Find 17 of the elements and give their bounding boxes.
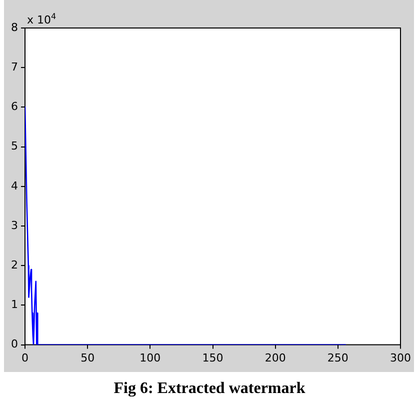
y-tick-label: 6 <box>11 100 18 114</box>
y-tick-label: 5 <box>11 140 18 153</box>
x-tick-label: 200 <box>264 351 286 364</box>
x-tick-label: 250 <box>327 351 348 364</box>
x-tick-label: 0 <box>22 351 28 364</box>
y-tick-label: 1 <box>11 298 18 312</box>
y-tick-label: 2 <box>11 258 18 272</box>
x-tick-label: 100 <box>140 351 161 364</box>
y-tick-label: 7 <box>11 60 18 74</box>
x-tick-label: 150 <box>202 351 224 364</box>
text: Fig 6: Extracted watermark <box>112 380 306 398</box>
x-tick-label: 50 <box>80 351 95 364</box>
y-tick-label: 8 <box>11 20 18 34</box>
x-tick-label: 300 <box>390 351 411 364</box>
y-tick-label: 4 <box>11 179 18 192</box>
y-tick-label: 0 <box>11 338 18 351</box>
y-tick-label: 3 <box>11 218 18 232</box>
